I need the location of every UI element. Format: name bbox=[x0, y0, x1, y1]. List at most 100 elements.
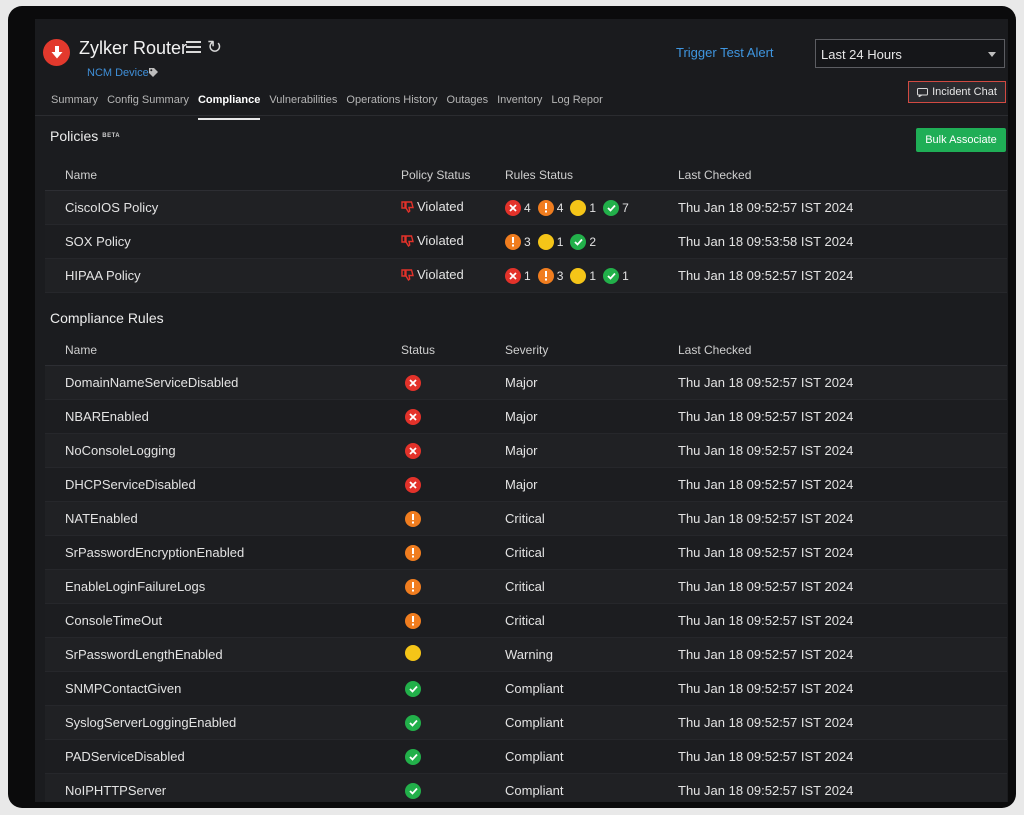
tab-inventory[interactable]: Inventory bbox=[497, 94, 543, 106]
chat-icon bbox=[917, 87, 929, 97]
rule-count: 1 bbox=[524, 268, 531, 283]
chevron-down-icon bbox=[988, 52, 996, 57]
time-range-select[interactable]: Last 24 Hours bbox=[815, 39, 1005, 68]
rule-row[interactable]: SrPasswordEncryptionEnabled Critical Thu J… bbox=[45, 536, 1007, 570]
rule-name[interactable]: ConsoleTimeOut bbox=[65, 613, 163, 628]
last-checked: Thu Jan 18 09:52:57 IST 2024 bbox=[678, 579, 854, 594]
error-x-icon bbox=[505, 267, 521, 284]
rule-name[interactable]: SyslogServerLoggingEnabled bbox=[65, 715, 237, 730]
last-checked: Thu Jan 18 09:52:57 IST 2024 bbox=[678, 409, 854, 424]
violated-label: Violated bbox=[417, 267, 464, 283]
last-checked: Thu Jan 18 09:52:57 IST 2024 bbox=[678, 749, 854, 764]
policy-name[interactable]: SOX Policy bbox=[65, 234, 131, 249]
tab-bar: Summary Config Summary Compliance Vulner… bbox=[51, 94, 603, 120]
rule-row[interactable]: DomainNameServiceDisabled Major Thu Jan 18… bbox=[45, 366, 1007, 400]
last-checked: Thu Jan 18 09:52:57 IST 2024 bbox=[678, 477, 854, 492]
device-name: Zylker Router bbox=[79, 38, 188, 58]
tab-operations-history[interactable]: Operations History bbox=[346, 94, 438, 106]
error-x-icon bbox=[405, 442, 421, 459]
policy-row[interactable]: HIPAA Policy Violated 1 3 1 1 Thu Jan 18 09:52… bbox=[45, 259, 1007, 293]
rule-severity: Compliant bbox=[505, 715, 564, 730]
column-header-name[interactable]: Name bbox=[65, 342, 98, 357]
rule-name[interactable]: NBAREnabled bbox=[65, 409, 149, 424]
policy-name[interactable]: HIPAA Policy bbox=[65, 268, 141, 283]
tab-log-report[interactable]: Log Repor bbox=[551, 94, 603, 106]
policy-row[interactable]: CiscoIOS Policy Violated 4 4 1 7 Thu Jan 18 09… bbox=[45, 191, 1007, 225]
rule-row[interactable]: NoConsoleLogging Major Thu Jan 18 09:52:57… bbox=[45, 434, 1007, 468]
rule-row[interactable]: SNMPContactGiven Compliant Thu Jan 18 09:5… bbox=[45, 672, 1007, 706]
tab-compliance[interactable]: Compliance bbox=[197, 94, 261, 120]
rule-status bbox=[401, 714, 505, 731]
rule-count: 4 bbox=[524, 200, 531, 215]
rule-count: 1 bbox=[556, 234, 564, 249]
refresh-icon[interactable]: ↻ bbox=[207, 37, 223, 57]
hamburger-menu-icon[interactable] bbox=[186, 41, 201, 53]
critical-exclamation-icon bbox=[405, 612, 421, 629]
last-checked: Thu Jan 18 09:52:57 IST 2024 bbox=[678, 200, 854, 215]
violated-status: Violated bbox=[401, 267, 464, 282]
rule-name[interactable]: SNMPContactGiven bbox=[65, 681, 182, 696]
policy-status: Violated bbox=[401, 267, 505, 284]
policy-row[interactable]: SOX Policy Violated 3 1 2 Thu Jan 18 09:53:58… bbox=[45, 225, 1007, 259]
last-checked: Thu Jan 18 09:52:57 IST 2024 bbox=[678, 443, 854, 458]
rule-row[interactable]: SrPasswordLengthEnabled Warning Thu Jan 18… bbox=[45, 638, 1007, 672]
rule-name[interactable]: SrPasswordEncryptionEnabled bbox=[65, 545, 245, 560]
check-icon bbox=[405, 714, 421, 731]
rule-severity: Critical bbox=[505, 511, 545, 526]
rule-count: 3 bbox=[556, 268, 564, 283]
rule-severity: Major bbox=[505, 375, 538, 390]
column-header-policy-status[interactable]: Policy Status bbox=[401, 167, 471, 182]
column-header-rules-status[interactable]: Rules Status bbox=[505, 167, 574, 182]
tag-icon[interactable] bbox=[148, 67, 159, 78]
rule-name[interactable]: SrPasswordLengthEnabled bbox=[65, 647, 223, 662]
rule-name[interactable]: PADServiceDisabled bbox=[65, 749, 185, 764]
tab-config-summary[interactable]: Config Summary bbox=[107, 94, 189, 106]
rule-row[interactable]: NBAREnabled Major Thu Jan 18 09:52:57 IST … bbox=[45, 400, 1007, 434]
tab-summary[interactable]: Summary bbox=[51, 94, 99, 106]
error-x-icon bbox=[405, 408, 421, 425]
beta-badge: BETA bbox=[102, 133, 121, 139]
rule-severity: Major bbox=[505, 443, 538, 458]
rule-name[interactable]: NoIPHTTPServer bbox=[65, 783, 167, 798]
rule-status bbox=[401, 442, 505, 459]
error-x-icon bbox=[405, 476, 421, 493]
rules-table: Name Status Severity Last Checked Domain… bbox=[45, 334, 1007, 802]
rule-name[interactable]: NoConsoleLogging bbox=[65, 443, 176, 458]
check-icon bbox=[405, 782, 421, 799]
rule-name[interactable]: EnableLoginFailureLogs bbox=[65, 579, 206, 594]
rule-name[interactable]: DomainNameServiceDisabled bbox=[65, 375, 239, 390]
tab-vulnerabilities[interactable]: Vulnerabilities bbox=[269, 94, 338, 106]
incident-chat-button[interactable]: Incident Chat bbox=[908, 81, 1006, 103]
rule-row[interactable]: EnableLoginFailureLogs Critical Thu Jan 18… bbox=[45, 570, 1007, 604]
last-checked: Thu Jan 18 09:52:57 IST 2024 bbox=[678, 613, 854, 628]
rule-row[interactable]: PADServiceDisabled Compliant Thu Jan 18 09… bbox=[45, 740, 1007, 774]
last-checked: Thu Jan 18 09:53:58 IST 2024 bbox=[678, 234, 854, 249]
rule-name[interactable]: DHCPServiceDisabled bbox=[65, 477, 196, 492]
device-type-link[interactable]: NCM Device bbox=[87, 67, 149, 79]
column-header-severity[interactable]: Severity bbox=[505, 342, 549, 357]
rule-severity: Critical bbox=[505, 545, 545, 560]
tab-outages[interactable]: Outages bbox=[446, 94, 489, 106]
rule-row[interactable]: NATEnabled Critical Thu Jan 18 09:52:57 IS… bbox=[45, 502, 1007, 536]
column-header-status[interactable]: Status bbox=[401, 342, 436, 357]
last-checked: Thu Jan 18 09:52:57 IST 2024 bbox=[678, 268, 854, 283]
column-header-last-checked[interactable]: Last Checked bbox=[678, 167, 752, 182]
rule-name[interactable]: NATEnabled bbox=[65, 511, 138, 526]
policy-name[interactable]: CiscoIOS Policy bbox=[65, 200, 159, 215]
device-down-icon bbox=[43, 39, 70, 66]
rules-status-summary: 1 3 1 1 bbox=[505, 267, 633, 284]
trigger-test-alert-link[interactable]: Trigger Test Alert bbox=[676, 45, 774, 60]
rule-severity: Compliant bbox=[505, 681, 564, 696]
check-icon bbox=[603, 199, 620, 216]
column-header-name[interactable]: Name bbox=[65, 167, 98, 182]
time-range-value: Last 24 Hours bbox=[821, 47, 902, 62]
rule-row[interactable]: NoIPHTTPServer Compliant Thu Jan 18 09:52:… bbox=[45, 774, 1007, 802]
error-x-icon bbox=[505, 199, 521, 216]
rule-row[interactable]: DHCPServiceDisabled Major Thu Jan 18 09:52… bbox=[45, 468, 1007, 502]
rule-count: 1 bbox=[589, 200, 597, 215]
app-window: Zylker Router ↻ NCM Device Trigger Test … bbox=[35, 19, 1008, 802]
rule-row[interactable]: SyslogServerLoggingEnabled Compliant Thu J… bbox=[45, 706, 1007, 740]
rule-row[interactable]: ConsoleTimeOut Critical Thu Jan 18 09:52:5… bbox=[45, 604, 1007, 638]
bulk-associate-button[interactable]: Bulk Associate bbox=[916, 128, 1006, 152]
column-header-last-checked[interactable]: Last Checked bbox=[678, 342, 752, 357]
